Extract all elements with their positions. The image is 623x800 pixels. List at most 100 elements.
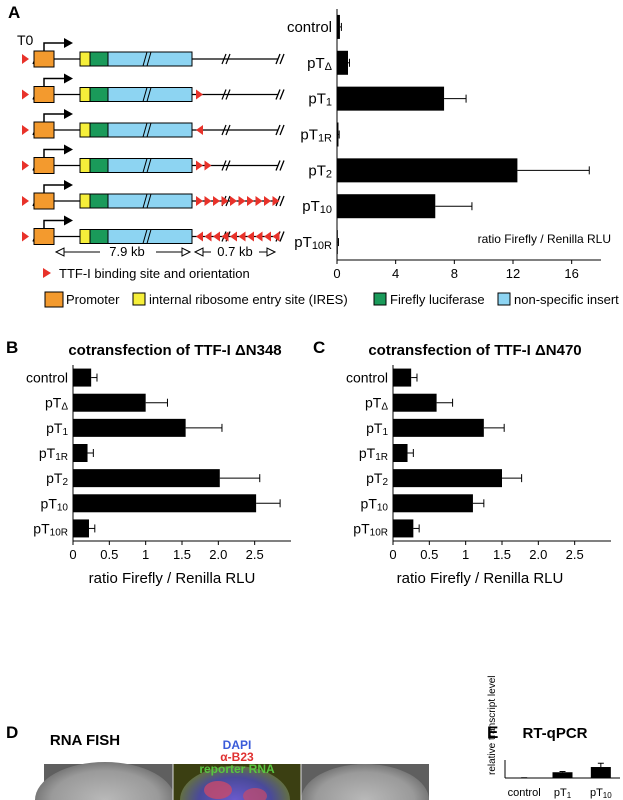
bar — [73, 469, 220, 488]
bar — [590, 767, 611, 778]
break-mark — [279, 124, 285, 136]
binding-site-icon — [22, 231, 29, 242]
break-mark — [275, 53, 281, 65]
bar — [73, 519, 89, 538]
ires-swatch — [132, 292, 146, 306]
break-mark — [146, 158, 152, 173]
break-mark — [221, 53, 227, 65]
x-tick-label: 1.5 — [173, 547, 191, 562]
legend-binding-site: TTF-I binding site and orientation — [59, 266, 250, 281]
transcription-arrow-head — [64, 144, 73, 155]
category-label: pT1R — [39, 445, 68, 463]
bar — [393, 469, 502, 488]
transcription-arrow-head — [64, 180, 73, 190]
break-mark — [146, 229, 152, 244]
bar — [393, 494, 473, 513]
construct-row — [22, 73, 285, 103]
break-mark — [225, 89, 231, 100]
binding-site-icon — [264, 231, 271, 242]
legend-firefly: Firefly luciferase — [390, 292, 485, 307]
panel-letter-b: B — [6, 338, 18, 357]
break-mark — [142, 87, 148, 102]
break-mark — [142, 158, 148, 173]
bar — [337, 14, 340, 39]
x-axis-label: ratio Firefly / Renilla RLU — [89, 570, 256, 587]
transcription-arrow — [43, 148, 64, 158]
bar — [73, 368, 92, 387]
binding-site-icon — [43, 268, 51, 278]
binding-site-icon — [238, 231, 246, 242]
break-mark — [279, 195, 285, 207]
ires-box — [79, 122, 91, 138]
promoter-box — [33, 121, 55, 139]
bar — [393, 444, 408, 462]
binding-site-icon — [213, 196, 220, 206]
break-mark — [221, 89, 227, 100]
firefly-box — [89, 229, 109, 244]
chart-c-title: cotransfection of TTF-I ΔN470 — [368, 342, 581, 359]
transcription-arrow — [43, 113, 64, 122]
x-tick-label: 1 — [462, 547, 469, 562]
binding-site-icon — [272, 231, 280, 242]
break-mark — [146, 122, 152, 138]
transcription-arrow — [43, 42, 64, 51]
binding-site-icon — [196, 89, 203, 100]
promoter-box — [33, 228, 55, 245]
binding-site-icon — [196, 196, 203, 206]
binding-site-icon — [221, 231, 229, 242]
binding-site-icon — [230, 231, 237, 242]
x-tick-label: 4 — [392, 266, 399, 281]
x-tick-label: 0 — [333, 266, 340, 281]
distance-annotation: 7.9 kb 0.7 kb — [54, 244, 277, 259]
binding-site-icon — [22, 125, 29, 135]
construct-row — [22, 180, 285, 210]
binding-site-icon — [238, 196, 246, 206]
binding-site-icon — [196, 231, 203, 242]
bar — [73, 494, 257, 513]
firefly-swatch — [373, 292, 387, 306]
break-mark — [146, 193, 152, 209]
break-mark — [142, 193, 148, 209]
binding-site-icon — [204, 160, 212, 171]
category-label: pTΔ — [365, 395, 388, 413]
binding-site-icon — [196, 160, 203, 171]
x-tick-label: 8 — [451, 266, 458, 281]
x-tick-label: 2.0 — [529, 547, 547, 562]
break-mark — [221, 124, 227, 136]
insert-box — [107, 122, 193, 138]
category-label: pT10 — [590, 787, 612, 800]
binding-site-icon — [247, 196, 254, 206]
x-axis-label: ratio Firefly / Renilla RLU — [478, 232, 611, 246]
binding-site-icon — [204, 196, 212, 206]
break-mark — [221, 160, 227, 171]
bar — [73, 444, 88, 462]
category-label: pT10R — [33, 520, 68, 538]
binding-site-icon — [221, 196, 229, 206]
x-tick-label: 16 — [564, 266, 578, 281]
promoter-box — [33, 157, 55, 174]
ires-box — [79, 193, 91, 209]
y-axis-label: relative transcript level — [487, 676, 498, 775]
bar — [337, 50, 348, 75]
legend-promoter: Promoter — [66, 292, 120, 307]
break-mark — [142, 51, 148, 67]
insert-box — [107, 229, 193, 244]
break-mark — [146, 51, 152, 67]
category-label: control — [26, 370, 68, 386]
x-tick-label: 0.5 — [420, 547, 438, 562]
category-label: pT1 — [554, 787, 572, 800]
break-mark — [146, 87, 152, 102]
firefly-box — [89, 193, 109, 209]
firefly-box — [89, 122, 109, 138]
construct-row — [22, 109, 285, 139]
distance-main-label: 7.9 kb — [109, 244, 144, 259]
bar — [73, 418, 186, 437]
transcription-arrow — [43, 184, 64, 193]
x-tick-label: 2.5 — [246, 547, 264, 562]
promoter-box — [33, 192, 55, 210]
break-mark — [279, 160, 285, 171]
transcription-arrow-head — [64, 38, 73, 48]
ires-box — [79, 158, 91, 173]
